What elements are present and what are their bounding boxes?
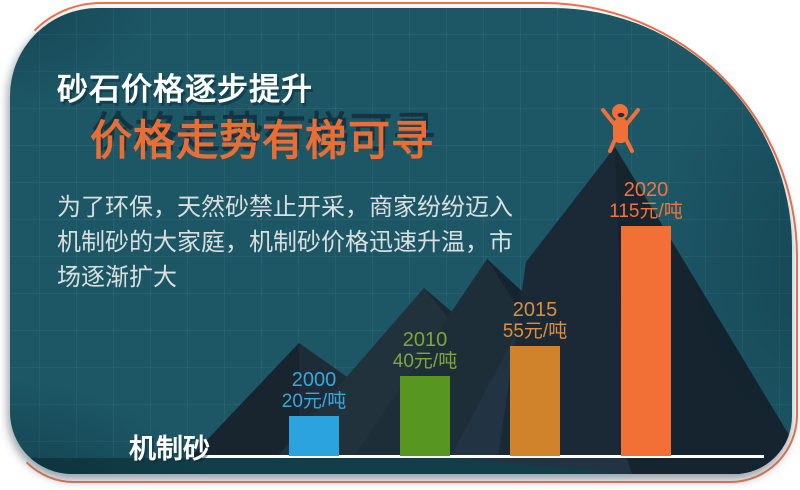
bar-year: 2020 bbox=[623, 179, 669, 201]
bar-label-2015: 2015 55元/吨 bbox=[460, 299, 610, 343]
axis-series-label: 机制砂 bbox=[129, 434, 210, 464]
bar-2010 bbox=[400, 376, 450, 456]
bar-year: 2000 bbox=[291, 369, 337, 391]
main-title-text: 价格走势有梯可寻 bbox=[90, 117, 435, 164]
chart-baseline bbox=[202, 455, 764, 458]
description-paragraph: 为了环保，天然砂禁止开采，商家纷纷迈入 机制砂的大家庭，机制砂价格迅速升温，市 … bbox=[57, 190, 513, 295]
bar-value: 40元/吨 bbox=[392, 351, 458, 372]
description-line: 为了环保，天然砂禁止开采，商家纷纷迈入 bbox=[57, 194, 513, 221]
bar-year: 2010 bbox=[402, 329, 448, 351]
bar-label-2020: 2020 115元/吨 bbox=[571, 179, 721, 223]
bar-label-2000: 2000 20元/吨 bbox=[239, 369, 389, 413]
description-line: 机制砂的大家庭，机制砂价格迅速升温，市 bbox=[57, 229, 513, 256]
infographic-card: 砂石价格逐步提升 价格走势有梯可寻 为了环保，天然砂禁止开采，商家纷纷迈入 机制… bbox=[10, 8, 792, 474]
bar-2020 bbox=[621, 226, 671, 456]
bar-2000 bbox=[289, 416, 339, 456]
bar-2015 bbox=[510, 346, 560, 456]
description-line: 场逐渐扩大 bbox=[57, 264, 177, 291]
card-outline-ring bbox=[6, 2, 798, 483]
bar-year: 2015 bbox=[512, 299, 558, 321]
bar-value: 20元/吨 bbox=[281, 391, 347, 412]
bar-label-2010: 2010 40元/吨 bbox=[350, 329, 500, 373]
bar-value: 55元/吨 bbox=[502, 321, 568, 342]
subtitle-text: 砂石价格逐步提升 bbox=[57, 72, 313, 107]
bar-value: 115元/吨 bbox=[609, 201, 683, 222]
